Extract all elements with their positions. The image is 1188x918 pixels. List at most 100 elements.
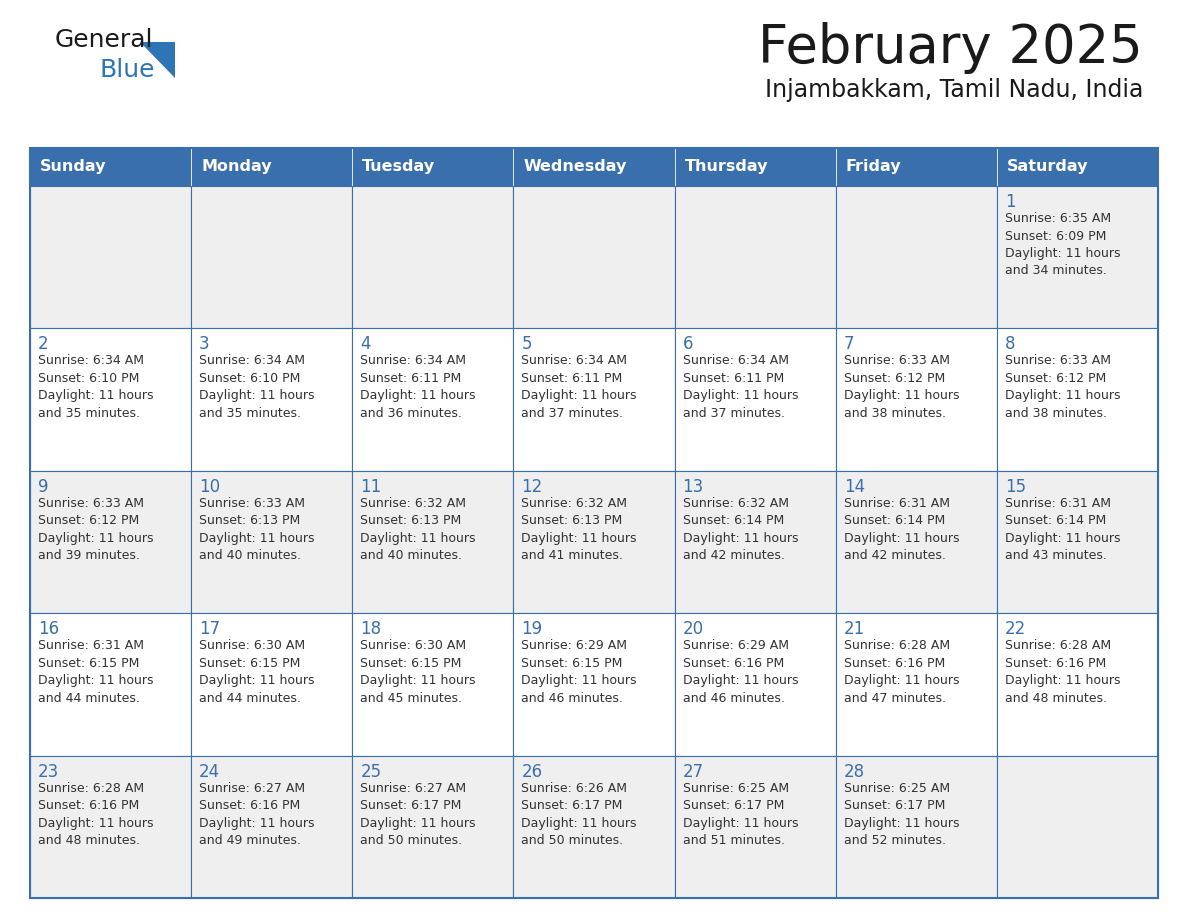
Bar [513,186,675,329]
Text: Sunrise: 6:32 AM
Sunset: 6:14 PM
Daylight: 11 hours
and 42 minutes.: Sunrise: 6:32 AM Sunset: 6:14 PM Dayligh… [683,497,798,563]
Text: Sunrise: 6:27 AM
Sunset: 6:17 PM
Daylight: 11 hours
and 50 minutes.: Sunrise: 6:27 AM Sunset: 6:17 PM Dayligh… [360,781,475,847]
Text: 18: 18 [360,621,381,638]
Text: Sunrise: 6:25 AM
Sunset: 6:17 PM
Daylight: 11 hours
and 52 minutes.: Sunrise: 6:25 AM Sunset: 6:17 PM Dayligh… [843,781,959,847]
Text: Sunrise: 6:30 AM
Sunset: 6:15 PM
Daylight: 11 hours
and 45 minutes.: Sunrise: 6:30 AM Sunset: 6:15 PM Dayligh… [360,639,475,705]
Bar [30,329,191,471]
Text: Sunrise: 6:29 AM
Sunset: 6:16 PM
Daylight: 11 hours
and 46 minutes.: Sunrise: 6:29 AM Sunset: 6:16 PM Dayligh… [683,639,798,705]
Bar [835,613,997,756]
Text: Sunrise: 6:34 AM
Sunset: 6:11 PM
Daylight: 11 hours
and 36 minutes.: Sunrise: 6:34 AM Sunset: 6:11 PM Dayligh… [360,354,475,420]
Text: Sunrise: 6:30 AM
Sunset: 6:15 PM
Daylight: 11 hours
and 44 minutes.: Sunrise: 6:30 AM Sunset: 6:15 PM Dayligh… [200,639,315,705]
Bar [835,148,997,186]
Text: 2: 2 [38,335,49,353]
Text: 3: 3 [200,335,210,353]
Text: Sunrise: 6:28 AM
Sunset: 6:16 PM
Daylight: 11 hours
and 47 minutes.: Sunrise: 6:28 AM Sunset: 6:16 PM Dayligh… [843,639,959,705]
Text: Sunrise: 6:33 AM
Sunset: 6:12 PM
Daylight: 11 hours
and 39 minutes.: Sunrise: 6:33 AM Sunset: 6:12 PM Dayligh… [38,497,153,563]
Text: Sunrise: 6:35 AM
Sunset: 6:09 PM
Daylight: 11 hours
and 34 minutes.: Sunrise: 6:35 AM Sunset: 6:09 PM Dayligh… [1005,212,1120,277]
Text: 27: 27 [683,763,703,780]
Text: Thursday: Thursday [684,160,769,174]
Bar [30,186,191,329]
Text: Sunrise: 6:33 AM
Sunset: 6:12 PM
Daylight: 11 hours
and 38 minutes.: Sunrise: 6:33 AM Sunset: 6:12 PM Dayligh… [843,354,959,420]
Bar [835,329,997,471]
Bar [513,613,675,756]
Text: Sunrise: 6:32 AM
Sunset: 6:13 PM
Daylight: 11 hours
and 41 minutes.: Sunrise: 6:32 AM Sunset: 6:13 PM Dayligh… [522,497,637,563]
Text: February 2025: February 2025 [758,22,1143,74]
Text: 12: 12 [522,477,543,496]
Text: General: General [55,28,153,52]
Text: Sunrise: 6:31 AM
Sunset: 6:14 PM
Daylight: 11 hours
and 42 minutes.: Sunrise: 6:31 AM Sunset: 6:14 PM Dayligh… [843,497,959,563]
Text: Blue: Blue [100,58,156,82]
Bar [675,329,835,471]
Bar [675,471,835,613]
Bar [191,613,353,756]
Text: 28: 28 [843,763,865,780]
Text: 10: 10 [200,477,220,496]
Bar [30,471,191,613]
Text: 7: 7 [843,335,854,353]
Bar [513,756,675,898]
Bar [835,756,997,898]
Bar [191,329,353,471]
Bar [30,613,191,756]
Bar [675,186,835,329]
Bar [353,756,513,898]
Bar [30,756,191,898]
Text: 11: 11 [360,477,381,496]
Text: Sunrise: 6:26 AM
Sunset: 6:17 PM
Daylight: 11 hours
and 50 minutes.: Sunrise: 6:26 AM Sunset: 6:17 PM Dayligh… [522,781,637,847]
Text: 19: 19 [522,621,543,638]
Text: Sunday: Sunday [40,160,107,174]
Bar [30,148,1158,898]
Bar [997,613,1158,756]
Text: 13: 13 [683,477,703,496]
Text: 15: 15 [1005,477,1026,496]
Bar [353,471,513,613]
Text: 20: 20 [683,621,703,638]
Text: 22: 22 [1005,621,1026,638]
Text: 21: 21 [843,621,865,638]
Bar [997,756,1158,898]
Bar [353,329,513,471]
Text: Sunrise: 6:28 AM
Sunset: 6:16 PM
Daylight: 11 hours
and 48 minutes.: Sunrise: 6:28 AM Sunset: 6:16 PM Dayligh… [38,781,153,847]
Text: 25: 25 [360,763,381,780]
Text: Sunrise: 6:31 AM
Sunset: 6:14 PM
Daylight: 11 hours
and 43 minutes.: Sunrise: 6:31 AM Sunset: 6:14 PM Dayligh… [1005,497,1120,563]
Text: Sunrise: 6:34 AM
Sunset: 6:10 PM
Daylight: 11 hours
and 35 minutes.: Sunrise: 6:34 AM Sunset: 6:10 PM Dayligh… [200,354,315,420]
Bar [675,148,835,186]
Text: 1: 1 [1005,193,1016,211]
Text: Sunrise: 6:33 AM
Sunset: 6:13 PM
Daylight: 11 hours
and 40 minutes.: Sunrise: 6:33 AM Sunset: 6:13 PM Dayligh… [200,497,315,563]
Text: 23: 23 [38,763,59,780]
Text: Sunrise: 6:29 AM
Sunset: 6:15 PM
Daylight: 11 hours
and 46 minutes.: Sunrise: 6:29 AM Sunset: 6:15 PM Dayligh… [522,639,637,705]
Text: 8: 8 [1005,335,1016,353]
Bar [675,613,835,756]
Bar [191,756,353,898]
Text: 6: 6 [683,335,693,353]
Bar [513,329,675,471]
Text: Tuesday: Tuesday [362,160,436,174]
Bar [997,471,1158,613]
Text: 24: 24 [200,763,220,780]
Text: Sunrise: 6:31 AM
Sunset: 6:15 PM
Daylight: 11 hours
and 44 minutes.: Sunrise: 6:31 AM Sunset: 6:15 PM Dayligh… [38,639,153,705]
Text: Sunrise: 6:32 AM
Sunset: 6:13 PM
Daylight: 11 hours
and 40 minutes.: Sunrise: 6:32 AM Sunset: 6:13 PM Dayligh… [360,497,475,563]
Text: Wednesday: Wednesday [524,160,627,174]
Text: Sunrise: 6:34 AM
Sunset: 6:11 PM
Daylight: 11 hours
and 37 minutes.: Sunrise: 6:34 AM Sunset: 6:11 PM Dayligh… [522,354,637,420]
Text: Saturday: Saturday [1007,160,1088,174]
Text: Friday: Friday [846,160,902,174]
Text: Sunrise: 6:34 AM
Sunset: 6:10 PM
Daylight: 11 hours
and 35 minutes.: Sunrise: 6:34 AM Sunset: 6:10 PM Dayligh… [38,354,153,420]
Text: 9: 9 [38,477,49,496]
Text: 17: 17 [200,621,220,638]
Bar [353,148,513,186]
Bar [997,186,1158,329]
Text: 4: 4 [360,335,371,353]
Bar [353,613,513,756]
Text: Sunrise: 6:25 AM
Sunset: 6:17 PM
Daylight: 11 hours
and 51 minutes.: Sunrise: 6:25 AM Sunset: 6:17 PM Dayligh… [683,781,798,847]
Text: 16: 16 [38,621,59,638]
Bar [835,471,997,613]
Text: Injambakkam, Tamil Nadu, India: Injambakkam, Tamil Nadu, India [765,78,1143,102]
Text: 14: 14 [843,477,865,496]
Bar [513,148,675,186]
Text: Monday: Monday [201,160,272,174]
Text: 26: 26 [522,763,543,780]
Bar [353,186,513,329]
Text: Sunrise: 6:27 AM
Sunset: 6:16 PM
Daylight: 11 hours
and 49 minutes.: Sunrise: 6:27 AM Sunset: 6:16 PM Dayligh… [200,781,315,847]
Bar [997,329,1158,471]
Text: 5: 5 [522,335,532,353]
Bar [513,471,675,613]
